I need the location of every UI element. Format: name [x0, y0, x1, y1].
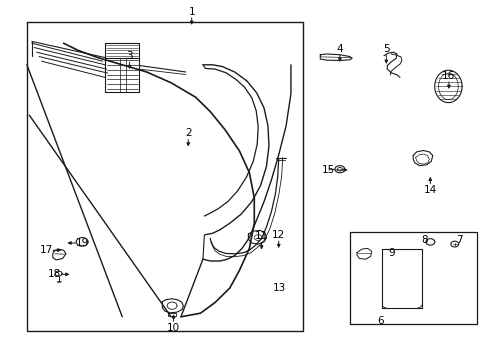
- Text: 16: 16: [441, 71, 455, 81]
- Text: 8: 8: [420, 235, 427, 245]
- Text: 2: 2: [184, 128, 191, 138]
- Text: 1: 1: [188, 6, 195, 17]
- Text: 13: 13: [272, 283, 286, 293]
- Text: 14: 14: [423, 185, 436, 195]
- Polygon shape: [79, 240, 85, 244]
- Text: 18: 18: [48, 269, 61, 279]
- Polygon shape: [427, 240, 431, 243]
- Text: 3: 3: [126, 51, 133, 61]
- Text: 17: 17: [40, 245, 53, 255]
- Text: 4: 4: [336, 44, 343, 54]
- Text: 9: 9: [387, 248, 394, 258]
- Text: 11: 11: [254, 231, 268, 241]
- Text: 10: 10: [167, 323, 180, 333]
- Text: 12: 12: [271, 230, 285, 240]
- Text: 6: 6: [376, 316, 383, 326]
- Text: 5: 5: [382, 44, 389, 54]
- Text: 15: 15: [321, 165, 335, 175]
- Text: 19: 19: [75, 238, 89, 248]
- Text: 7: 7: [455, 235, 462, 246]
